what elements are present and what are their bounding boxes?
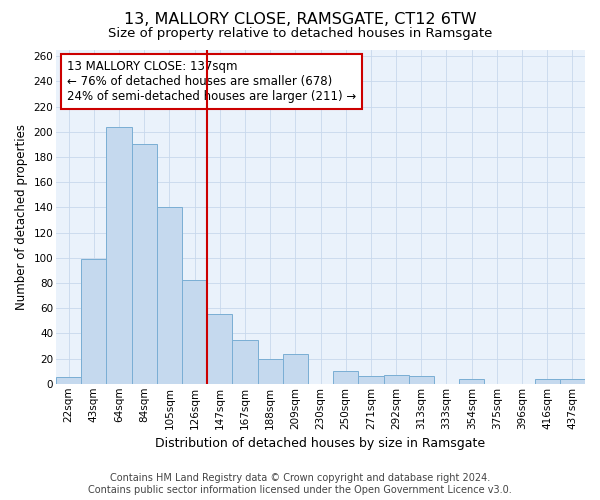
Bar xyxy=(535,378,560,384)
Bar xyxy=(232,340,257,384)
Bar xyxy=(283,354,308,384)
Bar xyxy=(56,378,81,384)
X-axis label: Distribution of detached houses by size in Ramsgate: Distribution of detached houses by size … xyxy=(155,437,485,450)
Bar xyxy=(131,144,157,384)
Bar xyxy=(358,376,383,384)
Bar xyxy=(383,375,409,384)
Bar xyxy=(182,280,207,384)
Text: Contains HM Land Registry data © Crown copyright and database right 2024.
Contai: Contains HM Land Registry data © Crown c… xyxy=(88,474,512,495)
Text: 13, MALLORY CLOSE, RAMSGATE, CT12 6TW: 13, MALLORY CLOSE, RAMSGATE, CT12 6TW xyxy=(124,12,476,28)
Bar xyxy=(207,314,232,384)
Bar xyxy=(257,358,283,384)
Bar xyxy=(560,378,585,384)
Text: Size of property relative to detached houses in Ramsgate: Size of property relative to detached ho… xyxy=(108,28,492,40)
Text: 13 MALLORY CLOSE: 137sqm
← 76% of detached houses are smaller (678)
24% of semi-: 13 MALLORY CLOSE: 137sqm ← 76% of detach… xyxy=(67,60,356,103)
Y-axis label: Number of detached properties: Number of detached properties xyxy=(15,124,28,310)
Bar xyxy=(81,259,106,384)
Bar xyxy=(409,376,434,384)
Bar xyxy=(106,127,131,384)
Bar xyxy=(157,208,182,384)
Bar xyxy=(459,378,484,384)
Bar xyxy=(333,371,358,384)
